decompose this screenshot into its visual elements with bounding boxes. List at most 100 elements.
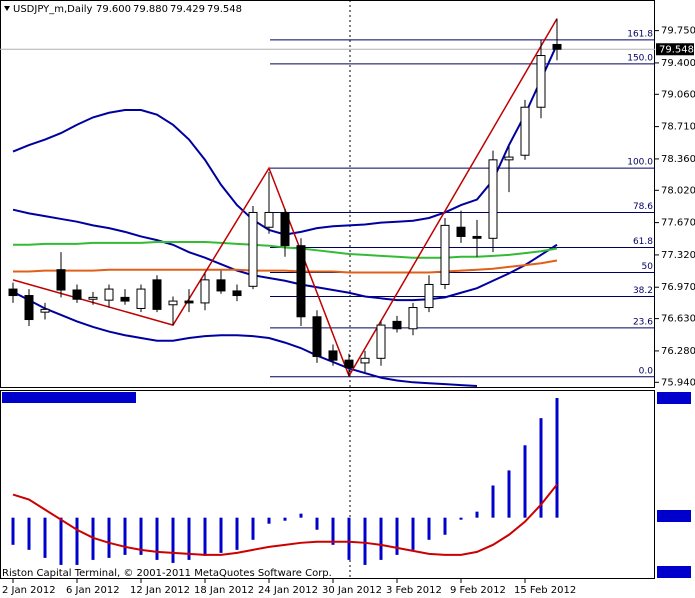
y-tick-label: 78.710 bbox=[661, 122, 695, 133]
x-tick-label: 9 Feb 2012 bbox=[450, 585, 506, 596]
histogram-bar bbox=[187, 517, 191, 560]
y-tick-label: 79.060 bbox=[661, 89, 695, 100]
indicator-line bbox=[12, 208, 558, 302]
header-value: 79.600 bbox=[96, 4, 131, 15]
header-value: 79.429 bbox=[170, 4, 205, 15]
candle-body bbox=[8, 288, 18, 297]
histogram-bar bbox=[75, 517, 79, 565]
histogram-bar bbox=[507, 470, 511, 518]
y-tick-label: 78.020 bbox=[661, 185, 695, 196]
histogram-bar bbox=[107, 517, 111, 558]
candle-body bbox=[168, 300, 178, 306]
candle-body bbox=[88, 296, 98, 300]
candle-body bbox=[312, 316, 322, 357]
signal-line bbox=[12, 483, 558, 556]
histogram-bar bbox=[219, 517, 223, 553]
fibo-label: 161.8 bbox=[627, 29, 653, 39]
fibo-label: 38.2 bbox=[633, 286, 653, 296]
header-value: 79.548 bbox=[207, 4, 242, 15]
candle-body bbox=[472, 235, 482, 239]
plot-layer: 79.750 79.400 79.060 78.710 78.360 78.020 77.6… bbox=[0, 18, 695, 596]
fibo-label: 50 bbox=[642, 262, 654, 272]
histogram-bar bbox=[395, 517, 399, 555]
histogram-bar bbox=[459, 517, 463, 520]
histogram-bar bbox=[139, 517, 143, 555]
candle-body bbox=[392, 320, 402, 330]
candle-body bbox=[72, 289, 82, 300]
candle-body bbox=[376, 324, 386, 359]
histogram-bar bbox=[315, 517, 319, 530]
histogram-bar bbox=[235, 517, 239, 550]
x-tick-label: 12 Jan 2012 bbox=[130, 585, 190, 596]
histogram-bar bbox=[43, 517, 47, 558]
candle-body bbox=[104, 288, 114, 301]
histogram-bar bbox=[299, 513, 303, 518]
histogram-bar bbox=[283, 517, 287, 521]
y-tick-label: 77.320 bbox=[661, 250, 695, 261]
x-tick-label: 30 Jan 2012 bbox=[322, 585, 382, 596]
y-tick-label: 76.970 bbox=[661, 282, 695, 293]
candle-body bbox=[216, 279, 226, 292]
candle-body bbox=[120, 296, 130, 302]
fibo-label: 23.6 bbox=[633, 317, 653, 327]
histogram-bar bbox=[475, 511, 479, 518]
fibo-label: 150.0 bbox=[627, 53, 653, 63]
indicator-axis-box bbox=[657, 510, 691, 522]
fibo-label: 0.0 bbox=[639, 366, 654, 376]
last-price-box bbox=[656, 43, 694, 56]
candle-body bbox=[360, 357, 370, 364]
histogram-bar bbox=[555, 398, 559, 518]
zigzag-line bbox=[12, 18, 558, 378]
histogram-bar bbox=[27, 517, 31, 550]
candle-body bbox=[264, 211, 274, 228]
histogram-bar bbox=[11, 517, 15, 545]
histogram-bar bbox=[539, 418, 543, 518]
candle-body bbox=[136, 288, 146, 309]
candle-body bbox=[504, 156, 514, 161]
histogram-bar bbox=[59, 517, 63, 565]
candle-body bbox=[440, 224, 450, 285]
y-tick-label: 79.750 bbox=[661, 26, 695, 37]
header-icon bbox=[4, 6, 10, 11]
candle-body bbox=[408, 307, 418, 330]
chart-title: USDJPY_m,Daily bbox=[13, 4, 93, 15]
candle-body bbox=[488, 159, 498, 239]
candle-body bbox=[344, 359, 354, 369]
candle-body bbox=[520, 106, 530, 156]
histogram-bar bbox=[155, 517, 159, 560]
x-tick-label: 18 Jan 2012 bbox=[194, 585, 254, 596]
candle-body bbox=[184, 300, 194, 304]
histogram-bar bbox=[379, 517, 383, 560]
fibo-label: 78.6 bbox=[633, 202, 653, 212]
histogram-bar bbox=[411, 517, 415, 550]
histogram-bar bbox=[427, 517, 431, 540]
histogram-bar bbox=[491, 485, 495, 518]
x-tick-label: 2 Jan 2012 bbox=[2, 585, 56, 596]
histogram-bar bbox=[251, 517, 255, 540]
candle-body bbox=[552, 43, 562, 50]
candle-body bbox=[280, 211, 290, 247]
header-value: 79.880 bbox=[133, 4, 168, 15]
candle-body bbox=[456, 226, 466, 237]
y-tick-label: 77.670 bbox=[661, 218, 695, 229]
last-price-label: 79.548 bbox=[659, 44, 694, 55]
fibo-label: 100.0 bbox=[627, 158, 653, 168]
fibo-label: 61.8 bbox=[633, 237, 653, 247]
candle-body bbox=[296, 245, 306, 318]
x-tick-label: 15 Feb 2012 bbox=[514, 585, 576, 596]
candle-body bbox=[40, 308, 50, 313]
copyright: Riston Capital Terminal, © 2001-2011 Met… bbox=[2, 568, 332, 579]
histogram-bar bbox=[331, 517, 335, 545]
y-tick-label: 79.400 bbox=[661, 58, 695, 69]
y-tick-label: 76.280 bbox=[661, 346, 695, 357]
candle-body bbox=[424, 283, 434, 309]
indicator-line bbox=[12, 290, 478, 387]
candle-body bbox=[536, 55, 546, 108]
candle-body bbox=[24, 295, 34, 321]
candle-body bbox=[200, 279, 210, 304]
candle-body bbox=[152, 279, 162, 310]
histogram-bar bbox=[523, 445, 527, 518]
y-tick-label: 76.630 bbox=[661, 314, 695, 325]
histogram-bar bbox=[443, 517, 447, 535]
